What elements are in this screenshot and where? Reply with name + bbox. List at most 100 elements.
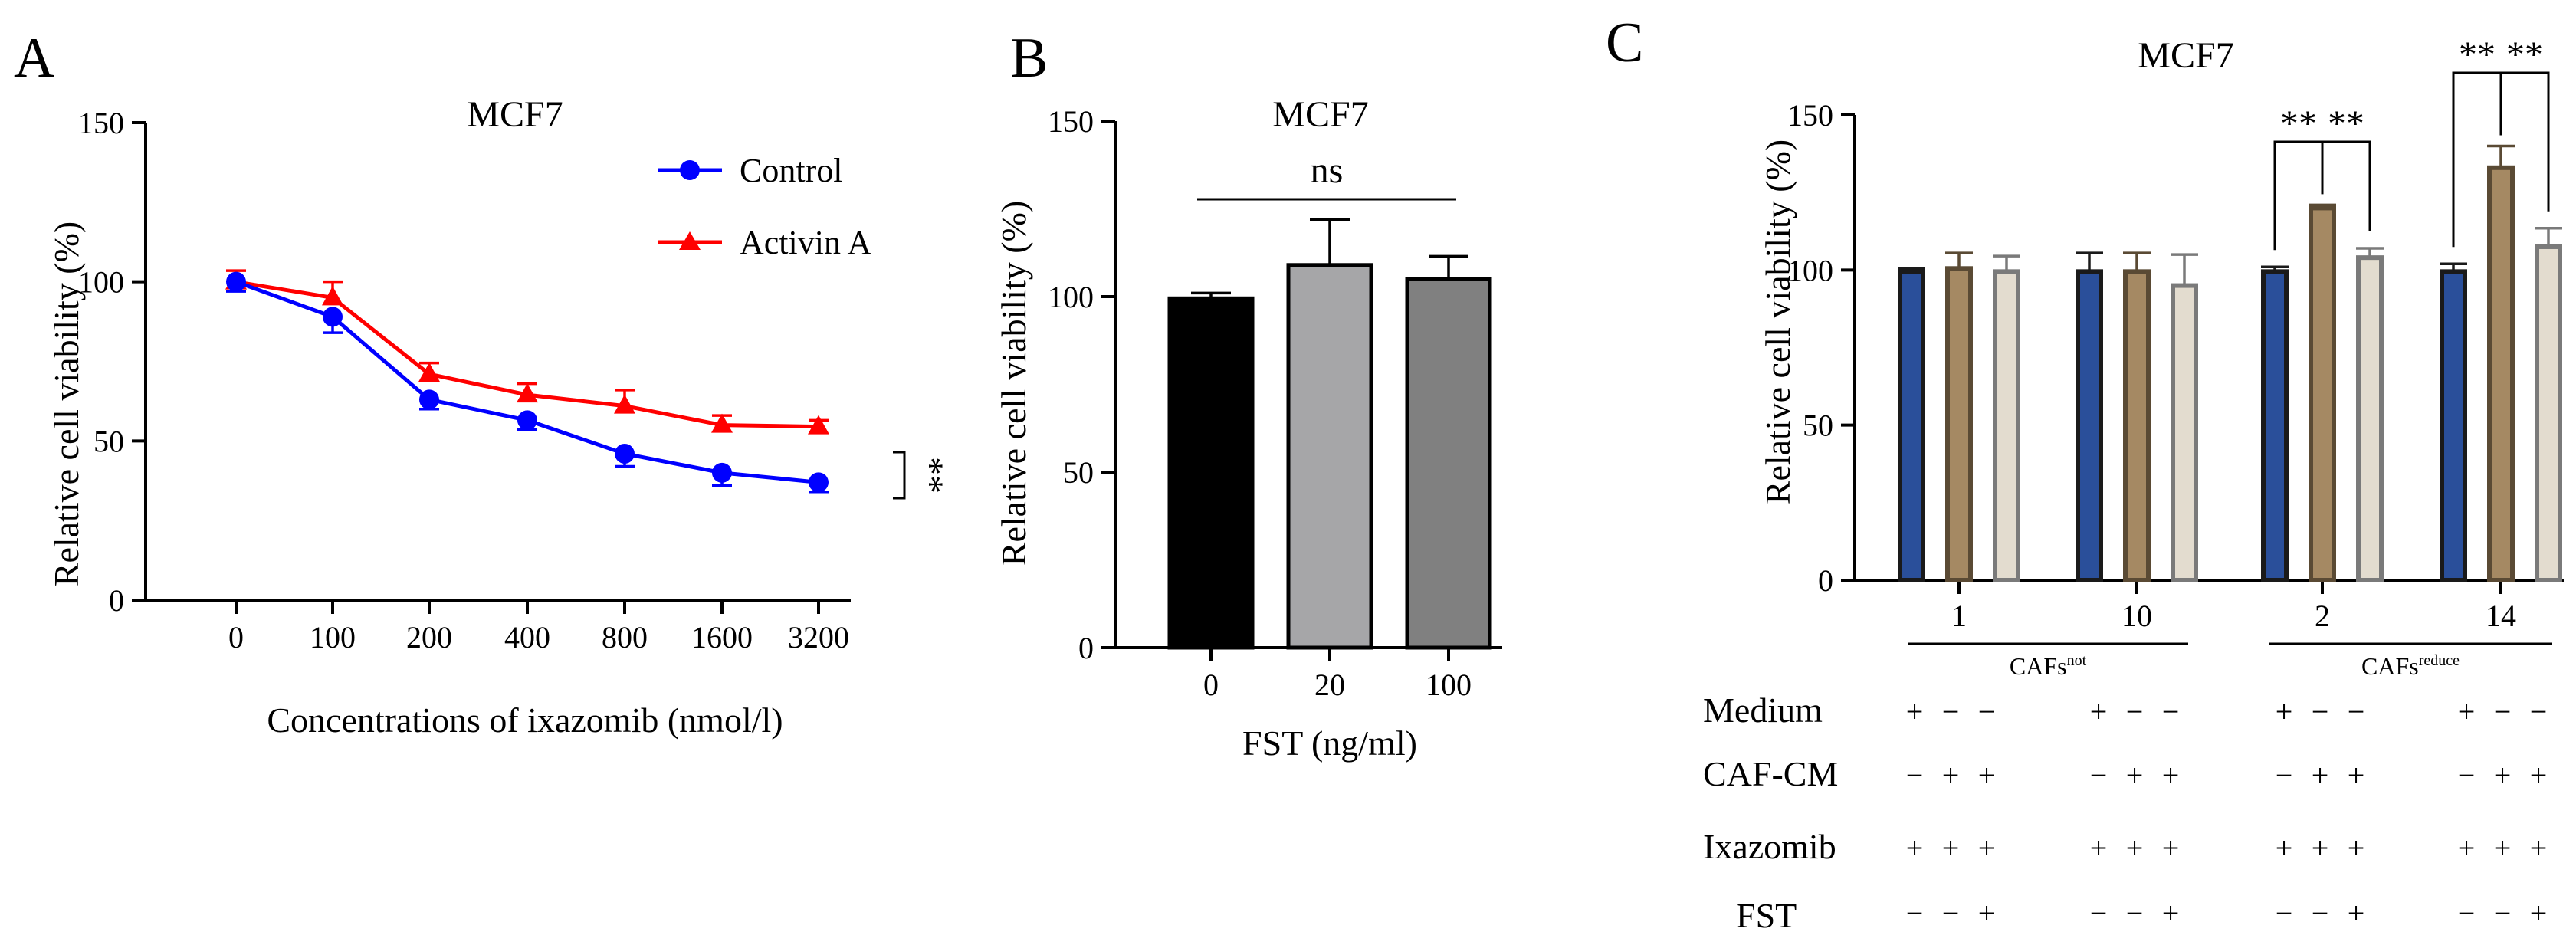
panel-a-xtick-label-200: 200 [406,620,452,655]
panel-a-ylabel: Relative cell viability (%) [47,221,86,586]
point-activin-a-1 [322,286,343,306]
stars-left-group-2: ** [2280,103,2317,144]
bar-group-1-0 [1898,269,1925,582]
bracket-left-group-14 [2452,71,2502,248]
panel-b-ytick-label-50: 50 [1063,455,1094,490]
condition-sign-r1-c2: + [1978,758,1996,792]
panel-a-legend: Control Activin A [658,152,872,261]
condition-label-fst: FST [1736,896,1797,935]
condition-sign-r0-c1: − [1942,694,1960,729]
panel-b-xtick-label-20: 20 [1314,668,1345,702]
condition-sign-r2-c10: + [2494,831,2512,865]
condition-sign-r0-c6: + [2276,694,2293,729]
legend-control-marker [680,160,700,180]
point-control-6 [809,472,829,493]
condition-sign-r3-c2: + [1978,896,1996,930]
panel-a-ytick-label-50: 50 [94,424,124,458]
condition-sign-r2-c1: + [1942,831,1960,865]
group-label-reduce: CAFsreduce [2361,652,2460,680]
stars-right-group-2: ** [2328,103,2364,144]
condition-sign-r1-c7: + [2312,758,2329,792]
panel-b-ylabel: Relative cell viability (%) [994,201,1033,566]
condition-label-ixazomib: Ixazomib [1703,827,1836,866]
condition-sign-r3-c1: − [1942,896,1960,930]
bar-group-2-0 [2261,269,2289,582]
condition-sign-r3-c11: + [2530,896,2548,930]
panel-a-title: MCF7 [467,94,563,135]
legend-control-label: Control [740,152,842,189]
bar-group-10-1 [2123,269,2151,582]
bar-group-10-0 [2076,269,2103,582]
panel-c-conditions: Medium CAF-CM Ixazomib FST + − − + − − + − − + − −−… [1703,691,2547,935]
condition-sign-r0-c7: − [2312,694,2329,729]
panel-c-xtick-label-2: 2 [2315,599,2330,633]
panel-a-xlabel: Concentrations of ixazomib (nmol/l) [267,701,783,740]
condition-sign-r0-c2: − [1978,694,1996,729]
panel-b-ytick-label-100: 100 [1048,280,1094,314]
condition-sign-r1-c0: − [1906,758,1924,792]
condition-sign-r3-c5: + [2162,896,2180,930]
condition-sign-r1-c10: + [2494,758,2512,792]
point-activin-a-6 [808,415,829,435]
panel-c-axes: 0 50 100 150 1 10 2 14 [1787,98,2564,633]
panel-b-xlabel: FST (ng/ml) [1242,724,1417,763]
panel-a-letter: A [14,27,54,90]
point-control-4 [615,443,635,464]
panel-a-axes: 0 50 100 150 0 100 200 400 800 1600 3200 [78,106,851,655]
condition-sign-r1-c4: + [2126,758,2144,792]
group-label-reduce-sup: reduce [2419,652,2460,669]
panel-a-xtick-label-3200: 3200 [788,620,849,655]
condition-sign-r0-c4: − [2126,694,2144,729]
legend-activin-marker [679,231,701,250]
condition-sign-r1-c11: + [2530,758,2548,792]
bar-group-2-1 [2309,205,2336,582]
panel-c-xtick-label-14: 14 [2486,599,2516,633]
panel-a-xtick-label-0: 0 [228,620,244,655]
panel-b-significance: ns [1197,150,1456,201]
condition-sign-r3-c9: − [2458,896,2476,930]
legend-activin: Activin A [658,224,872,261]
point-control-3 [517,410,537,431]
panel-c-xtick-label-1: 1 [1951,599,1967,633]
panel-b-ytick-label-0: 0 [1078,631,1094,665]
panel-a: A MCF7 0 50 100 150 0 100 200 400 800 1600 3200 Co… [14,27,950,740]
panel-b-bars [1167,218,1492,650]
group-label-not: CAFsnot [2010,652,2087,680]
panel-b-letter: B [1010,27,1048,90]
bar-group-10-2 [2171,283,2198,582]
condition-sign-r2-c0: + [1906,831,1924,865]
condition-label-medium: Medium [1703,691,1823,730]
significance-stars: ** [910,457,950,494]
panel-a-xtick-label-1600: 1600 [691,620,753,655]
panel-b-xtick-label-100: 100 [1426,668,1472,702]
condition-sign-r3-c10: − [2494,896,2512,930]
panel-c-ylabel: Relative cell viability (%) [1758,139,1797,504]
ns-label: ns [1311,150,1344,191]
point-control-2 [419,389,439,410]
series-line-control [235,280,819,484]
condition-sign-r3-c8: + [2348,896,2365,930]
condition-label-caf-cm: CAF-CM [1703,754,1838,793]
stars-right-group-14: ** [2506,34,2543,75]
condition-sign-r2-c5: + [2162,831,2180,865]
condition-sign-r1-c3: − [2090,758,2108,792]
condition-sign-r1-c5: + [2162,758,2180,792]
panel-c-ytick-label-50: 50 [1803,409,1833,443]
condition-sign-r0-c8: − [2348,694,2365,729]
condition-sign-r0-c11: − [2530,694,2548,729]
condition-sign-r0-c0: + [1906,694,1924,729]
condition-sign-r2-c11: + [2530,831,2548,865]
condition-sign-r1-c1: + [1942,758,1960,792]
panel-c-ytick-label-0: 0 [1818,563,1833,598]
panel-c-ytick-label-150: 150 [1787,98,1833,133]
condition-sign-r0-c5: − [2162,694,2180,729]
panel-a-ytick-label-150: 150 [78,106,124,140]
legend-control: Control [658,152,842,189]
condition-sign-r0-c3: + [2090,694,2108,729]
stars-left-group-14: ** [2459,34,2496,75]
point-activin-a-3 [517,383,538,403]
panel-a-xtick-label-100: 100 [310,620,356,655]
condition-sign-r3-c4: − [2126,896,2144,930]
